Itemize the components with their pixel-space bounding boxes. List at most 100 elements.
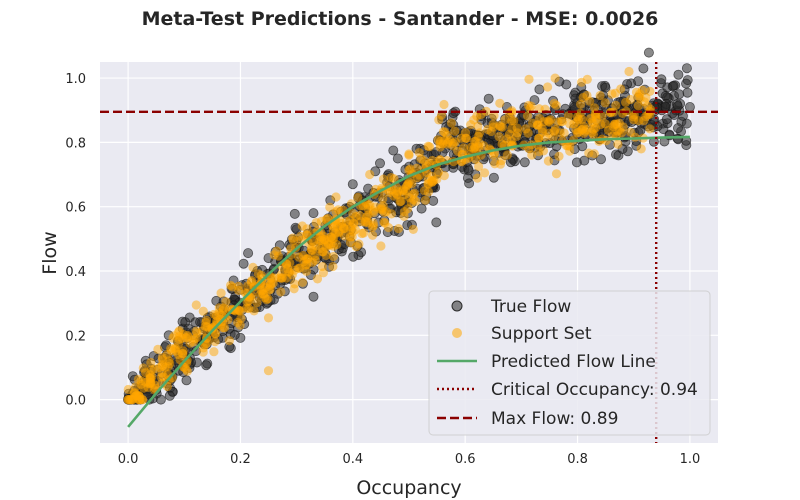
support-set-point xyxy=(365,169,375,180)
legend-marker-support-set xyxy=(452,328,462,338)
support-set-point xyxy=(466,120,476,130)
support-set-point xyxy=(636,144,646,154)
support-set-point xyxy=(522,111,533,121)
support-set-point xyxy=(639,97,650,107)
support-set-point xyxy=(427,155,437,166)
support-set-point xyxy=(584,148,594,158)
predicted-flow-line xyxy=(127,135,690,428)
true-flow-point xyxy=(668,80,679,91)
support-set-point xyxy=(472,111,482,121)
support-set-point xyxy=(507,116,517,126)
support-set-point xyxy=(595,90,605,101)
support-set-point xyxy=(345,237,355,248)
legend-label-support-set: Support Set xyxy=(491,324,592,344)
support-set-point xyxy=(281,273,291,283)
support-set-point xyxy=(607,89,617,99)
true-flow-point xyxy=(673,123,684,134)
support-set-point xyxy=(461,133,472,143)
support-set-point xyxy=(544,128,554,138)
support-set-point xyxy=(480,168,490,178)
support-set-point xyxy=(383,223,394,233)
support-set-point xyxy=(420,195,430,205)
support-set-point xyxy=(538,146,549,156)
support-set-point xyxy=(551,169,562,179)
true-flow-point xyxy=(428,195,439,206)
true-flow-point xyxy=(684,102,695,113)
true-flow-point xyxy=(674,89,685,100)
support-set-point xyxy=(296,231,306,241)
support-set-point xyxy=(502,150,512,160)
support-set-point xyxy=(255,289,265,299)
true-flow-point xyxy=(289,208,300,219)
support-set-point xyxy=(289,284,299,294)
support-set-point xyxy=(521,124,531,134)
support-set-point xyxy=(393,186,403,196)
support-set-point xyxy=(572,116,582,127)
support-set-point xyxy=(450,126,460,136)
true-flow-point xyxy=(579,155,590,166)
support-set-point xyxy=(438,127,448,137)
x-tick-label: 0.2 xyxy=(230,452,251,467)
support-set-point xyxy=(129,388,139,398)
support-set-point xyxy=(489,111,499,121)
support-set-point xyxy=(198,306,208,316)
support-set-point xyxy=(407,179,417,189)
true-flow-point xyxy=(463,165,474,176)
support-set-point xyxy=(321,214,331,225)
y-axis-label: Flow xyxy=(39,231,61,274)
true-flow-point xyxy=(638,63,649,74)
support-set-point xyxy=(399,207,409,217)
support-set-point xyxy=(133,374,143,384)
support-set-point xyxy=(244,296,254,306)
support-set-point xyxy=(263,366,274,376)
true-flow-point xyxy=(661,114,672,125)
support-set-point xyxy=(201,317,211,328)
support-set-point xyxy=(157,352,167,363)
true-flow-point xyxy=(374,158,385,169)
support-set-point xyxy=(624,66,634,77)
true-flow-point xyxy=(483,93,494,104)
true-flow-point xyxy=(229,329,240,340)
support-set-point xyxy=(577,77,587,87)
support-set-point xyxy=(563,111,574,121)
support-set-point xyxy=(423,141,433,151)
support-set-point xyxy=(331,192,341,202)
support-set-point xyxy=(303,254,313,264)
support-set-point xyxy=(474,161,484,172)
chart-title: Meta-Test Predictions - Santander - MSE:… xyxy=(142,8,659,30)
true-flow-point xyxy=(681,63,692,74)
x-tick-label: 0.0 xyxy=(118,452,139,467)
support-set-point xyxy=(252,297,262,308)
support-set-point xyxy=(224,336,234,346)
support-set-point xyxy=(248,262,258,272)
support-set-point xyxy=(589,103,600,113)
true-flow-point xyxy=(238,258,249,269)
support-set-point xyxy=(213,317,223,327)
support-set-point xyxy=(368,230,378,240)
support-set-point xyxy=(317,261,327,272)
support-set-point xyxy=(378,194,388,204)
support-set-point xyxy=(481,106,491,116)
support-set-point xyxy=(325,202,335,212)
true-flow-point xyxy=(643,47,654,58)
support-set-point xyxy=(297,277,308,287)
support-set-point xyxy=(216,288,226,298)
support-set-point xyxy=(393,224,404,234)
support-set-point xyxy=(353,192,363,202)
support-set-point xyxy=(635,89,645,99)
support-set-point xyxy=(400,186,411,196)
support-set-point xyxy=(526,101,536,111)
support-set-point xyxy=(307,246,317,256)
support-set-point xyxy=(551,100,561,110)
support-set-point xyxy=(543,116,553,126)
support-set-point xyxy=(276,287,286,297)
true-flow-point xyxy=(392,153,403,164)
true-flow-point xyxy=(388,145,399,156)
true-flow-point xyxy=(308,208,319,219)
support-set-point xyxy=(524,74,534,84)
support-set-point xyxy=(328,241,338,251)
true-flow-point xyxy=(347,179,358,190)
support-set-point xyxy=(582,90,592,101)
support-set-point xyxy=(209,347,219,357)
true-flow-point xyxy=(416,203,427,214)
